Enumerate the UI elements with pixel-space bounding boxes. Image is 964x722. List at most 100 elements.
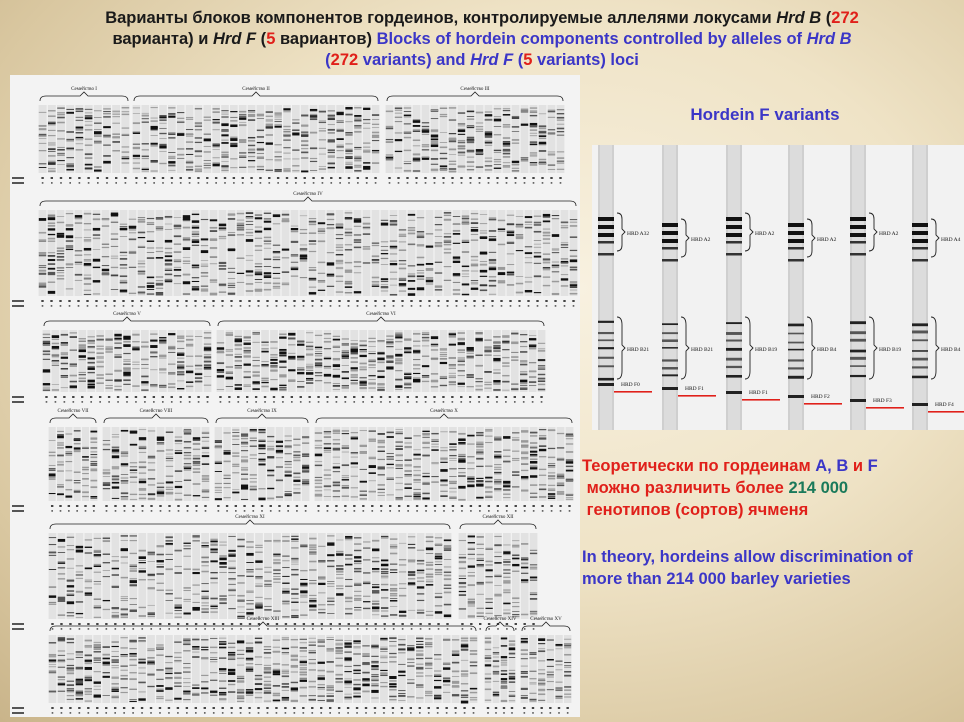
gel-lane [511, 427, 520, 501]
title-count-f: 5 [266, 30, 276, 48]
gel-lane [137, 210, 146, 296]
gel-lane [341, 427, 350, 501]
gel-lane [114, 330, 122, 392]
gel-lane [266, 427, 275, 501]
gel-lane [223, 427, 231, 501]
ru-letter-a: A [815, 457, 828, 475]
gel-lane [461, 210, 470, 296]
gel-lane [182, 210, 191, 296]
title-en-locus-f: Hrd F [470, 51, 514, 69]
gel-lane [362, 635, 370, 703]
gel-lane [555, 635, 563, 703]
gel-lane [407, 210, 416, 296]
gel-lane [60, 330, 69, 392]
gel-lane [141, 105, 150, 173]
gel-lane [111, 427, 120, 501]
gel-lane [305, 330, 314, 392]
family-label: Семейство XI [235, 515, 265, 520]
gel-lane [528, 330, 537, 392]
gel-lane [371, 105, 380, 173]
gel-lane [529, 533, 538, 619]
gel-lane [502, 427, 511, 501]
gel-lane [439, 330, 448, 392]
electrophoresis-gel-image: Семейство I Семейство II Семейство III Семе… [12, 87, 578, 714]
gel-lane [475, 105, 484, 173]
gel-lane [102, 533, 111, 619]
gel-lane [254, 210, 263, 296]
russian-statement: Теоретически по гордеинам A, B и F можно… [582, 455, 962, 521]
gel-lane [65, 210, 74, 296]
hrd-f-label: HRD F1 [749, 390, 768, 396]
ru-and: и [852, 457, 864, 475]
gel-lane [515, 210, 524, 296]
gel-lane [493, 105, 502, 173]
gel-lane [236, 210, 245, 296]
gel-lane [185, 105, 194, 173]
gel-lane [192, 533, 201, 619]
gel-lane [416, 210, 425, 296]
gel-lane [362, 533, 371, 619]
hordein-f-title: Hordein F variants [690, 105, 840, 124]
gel-lane [93, 533, 102, 619]
hrd-f-label: HRD F3 [873, 398, 892, 404]
family-bracket [315, 413, 573, 424]
gel-lane [105, 330, 113, 392]
ru-text-part2: можно различить более [586, 479, 784, 497]
hordein-f-lane: HRD A4 HRD B4 HRD F4 [912, 145, 964, 430]
hordein-f-lane: HRD A2 HRD B4 HRD F2 [788, 145, 842, 430]
gel-lane [434, 533, 443, 619]
gel-lane [556, 105, 565, 173]
gel-lane [263, 210, 272, 296]
gel-lane [403, 330, 412, 392]
family-bracket [217, 316, 545, 327]
gel-lane [394, 105, 403, 173]
gel-lane [344, 533, 353, 619]
title-locus-f: Hrd F [213, 30, 257, 48]
gel-lane [488, 210, 497, 296]
family-label: Семейство XIII [247, 617, 280, 622]
gel-lane [75, 533, 84, 619]
gel-lane [537, 635, 546, 703]
gel-lane [112, 105, 121, 173]
gel-lane [299, 210, 308, 296]
gel-lane [398, 210, 407, 296]
hrd-a-label: HRD A4 [941, 237, 961, 243]
gel-lane [111, 635, 120, 703]
gel-lane [281, 635, 290, 703]
gel-lane [110, 210, 119, 296]
gel-lane [323, 330, 332, 392]
gel-lane [380, 635, 388, 703]
gel-lane [457, 105, 466, 173]
title-open-paren: ( [825, 9, 832, 27]
gel-lane [546, 635, 555, 703]
gel-lane [412, 105, 421, 173]
gel-lane [449, 427, 457, 501]
gel-lane [506, 210, 515, 296]
family-label: Семейство II [242, 87, 270, 92]
gel-lane [238, 105, 247, 173]
gel-lane [323, 427, 332, 501]
gel-lane [353, 210, 362, 296]
gel-lane [165, 427, 174, 501]
title-en-locus-b: Hrd B [806, 30, 852, 48]
hrd-a-label: HRD A2 [755, 231, 775, 237]
gel-lane [209, 210, 218, 296]
hrd-f-label: HRD F2 [811, 394, 830, 400]
gel-lane [183, 533, 192, 619]
gel-lane [359, 330, 368, 392]
gel-lane [216, 330, 225, 392]
gel-lane [485, 533, 493, 619]
gel-lane [492, 635, 500, 703]
hordein-f-lane: HRD A2 HRD B19 HRD F1 [726, 145, 780, 430]
gel-lane [283, 105, 291, 173]
gel-lane [424, 635, 433, 703]
gel-lane [332, 330, 341, 392]
gel-lane [103, 105, 111, 173]
title-ru-part2b: вариантов) [279, 30, 373, 48]
family-label: Семейство IV [293, 192, 323, 197]
gel-lane [201, 533, 209, 619]
gel-lane [221, 105, 229, 173]
hrd-f-label: HRD F0 [621, 382, 640, 388]
gel-lane [317, 533, 326, 619]
